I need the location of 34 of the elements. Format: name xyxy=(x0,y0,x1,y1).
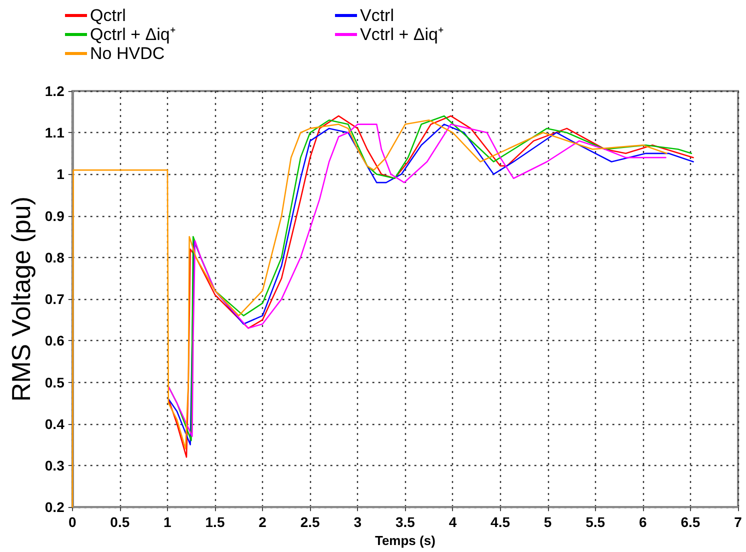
x-tick-label: 1.5 xyxy=(205,514,225,530)
y-tick-label: 1.1 xyxy=(44,124,65,141)
x-tick-label: 1 xyxy=(164,514,172,530)
x-tick-label: 6 xyxy=(639,514,648,530)
x-tick-label: 0 xyxy=(68,514,76,530)
legend-label: No HVDC xyxy=(90,44,165,63)
y-tick-label: 0.9 xyxy=(44,208,65,224)
y-tick-label: 1 xyxy=(56,166,65,182)
y-tick-label: 0.8 xyxy=(44,249,65,266)
x-tick-label: 4.5 xyxy=(490,514,510,530)
y-tick-label: 0.6 xyxy=(44,332,65,349)
x-tick-label: 3 xyxy=(354,514,362,530)
legend-label: Vctrl + Δiq⁺ xyxy=(360,25,444,44)
x-tick-label: 5 xyxy=(544,514,552,530)
x-tick-label: 2 xyxy=(258,514,267,530)
legend-label: Vctrl xyxy=(360,6,394,25)
x-tick-label: 7 xyxy=(734,514,742,530)
x-tick-label: 4 xyxy=(448,514,457,530)
x-axis-title: Temps (s) xyxy=(374,533,436,548)
y-tick-label: 1.2 xyxy=(44,83,65,99)
y-tick-label: 0.4 xyxy=(44,416,65,432)
y-tick-label: 0.2 xyxy=(44,499,65,516)
legend-label: Qctrl + Δiq⁺ xyxy=(90,25,176,44)
y-tick-label: 0.3 xyxy=(44,457,65,474)
legend-label: Qctrl xyxy=(90,6,126,25)
x-tick-label: 5.5 xyxy=(586,514,606,530)
y-axis-title: RMS Voltage (pu) xyxy=(6,196,36,402)
x-tick-label: 0.5 xyxy=(110,514,130,530)
y-tick-label: 0.7 xyxy=(44,291,65,308)
x-tick-label: 3.5 xyxy=(395,514,416,530)
x-tick-label: 2.5 xyxy=(300,514,320,530)
x-tick-label: 6.5 xyxy=(680,514,700,530)
y-tick-label: 0.5 xyxy=(44,374,65,390)
line-series xyxy=(72,119,668,508)
